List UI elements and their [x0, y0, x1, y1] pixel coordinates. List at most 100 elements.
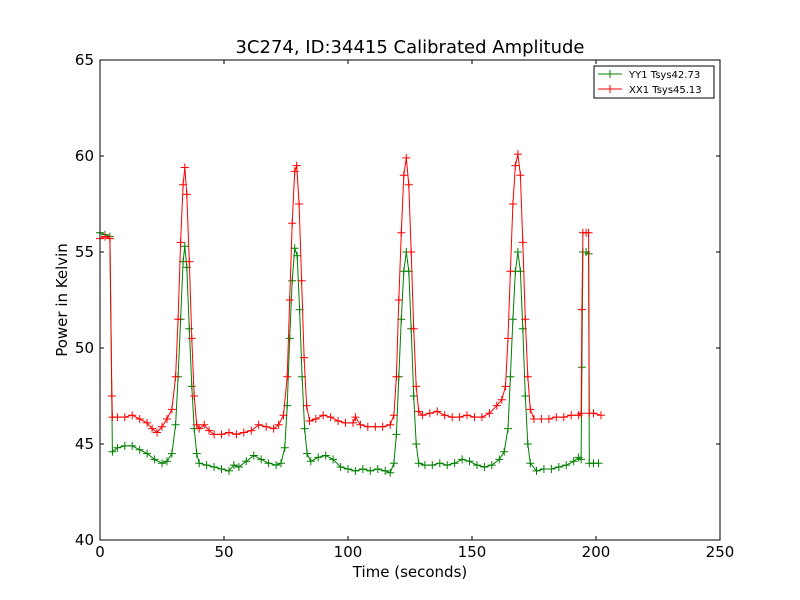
data-point: [326, 413, 335, 422]
data-point: [163, 457, 171, 466]
data-point: [378, 422, 387, 431]
data-point: [311, 415, 320, 423]
x-axis-ticks: 0 50 100 150 200 250: [95, 60, 734, 561]
legend-entry-yy1: YY1 Tsys42.73: [598, 70, 700, 81]
data-point: [285, 334, 294, 343]
data-point: [217, 465, 226, 473]
series-layer: [96, 150, 605, 477]
y-axis-ticks: 40 45 50 55 60 65: [75, 51, 720, 549]
data-point: [225, 428, 233, 437]
data-point: [306, 457, 315, 466]
data-point: [508, 200, 517, 208]
data-point: [500, 447, 509, 456]
data-point: [389, 411, 398, 420]
data-point: [399, 171, 408, 180]
legend-marker-xx1: [606, 85, 614, 93]
data-point: [195, 459, 204, 468]
data-point: [404, 180, 413, 189]
data-point: [458, 455, 467, 464]
data-point: [292, 161, 301, 170]
data-point: [356, 420, 365, 429]
data-point: [523, 372, 532, 381]
data-point: [544, 415, 553, 423]
legend: YY1 Tsys42.73 XX1 Tsys45.13: [593, 65, 715, 99]
data-point: [158, 422, 166, 431]
y-tick-label: 40: [75, 531, 94, 549]
data-point: [249, 451, 258, 460]
data-point: [195, 424, 204, 433]
data-point: [225, 466, 233, 475]
data-point: [290, 167, 299, 176]
data-point: [389, 459, 398, 468]
data-point: [433, 407, 442, 416]
data-point: [569, 457, 578, 466]
data-point: [158, 459, 166, 468]
data-point: [516, 267, 525, 276]
data-point: [526, 459, 535, 468]
data-point: [185, 257, 194, 266]
data-point: [392, 372, 401, 381]
data-point: [537, 415, 546, 423]
data-point: [425, 409, 434, 418]
y-tick-label: 45: [75, 435, 94, 453]
data-point: [163, 415, 171, 423]
data-point: [120, 413, 129, 422]
data-point: [428, 461, 437, 470]
data-point: [392, 430, 401, 439]
data-point: [497, 395, 506, 404]
data-point: [300, 353, 309, 362]
data-point: [242, 457, 251, 466]
data-point: [492, 401, 501, 410]
data-point: [314, 453, 323, 462]
data-point: [341, 418, 350, 427]
data-point: [412, 440, 421, 448]
data-point: [397, 228, 406, 237]
data-point: [105, 234, 114, 243]
series-line: [99, 232, 599, 474]
series-1: [96, 150, 605, 439]
data-point: [288, 219, 297, 228]
data-point: [480, 463, 489, 471]
data-point: [135, 445, 144, 454]
data-point: [187, 334, 196, 343]
data-point: [279, 411, 288, 420]
data-point: [554, 463, 563, 471]
legend-label-yy1: YY1 Tsys42.73: [628, 70, 700, 81]
series-0: [96, 228, 603, 477]
legend-entry-xx1: XX1 Tsys45.13: [598, 85, 702, 96]
data-point: [501, 382, 510, 391]
data-point: [128, 441, 137, 450]
legend-label-xx1: XX1 Tsys45.13: [629, 85, 702, 96]
data-point: [473, 461, 481, 470]
data-point: [257, 455, 266, 464]
data-point: [293, 251, 302, 260]
x-tick-label: 100: [334, 543, 363, 561]
data-point: [280, 443, 289, 452]
data-point: [171, 372, 180, 381]
data-point: [254, 420, 263, 429]
data-point: [513, 248, 522, 256]
data-point: [358, 465, 367, 473]
data-point: [329, 455, 338, 464]
data-point: [351, 466, 360, 475]
data-point: [366, 466, 375, 475]
data-point: [477, 413, 486, 422]
legend-box: [593, 65, 715, 99]
data-point: [174, 315, 183, 324]
data-point: [518, 238, 527, 247]
data-point: [523, 440, 532, 448]
data-point: [504, 334, 512, 343]
data-point: [297, 276, 306, 285]
data-point: [435, 459, 444, 468]
data-point: [443, 461, 452, 470]
y-tick-label: 50: [75, 339, 94, 357]
data-point: [190, 392, 199, 400]
data-point: [589, 409, 598, 418]
data-point: [418, 411, 427, 420]
x-tick-label: 250: [706, 543, 735, 561]
data-point: [594, 459, 603, 468]
data-point: [386, 468, 395, 477]
data-point: [521, 315, 530, 324]
data-point: [539, 465, 548, 473]
data-point: [153, 428, 161, 437]
